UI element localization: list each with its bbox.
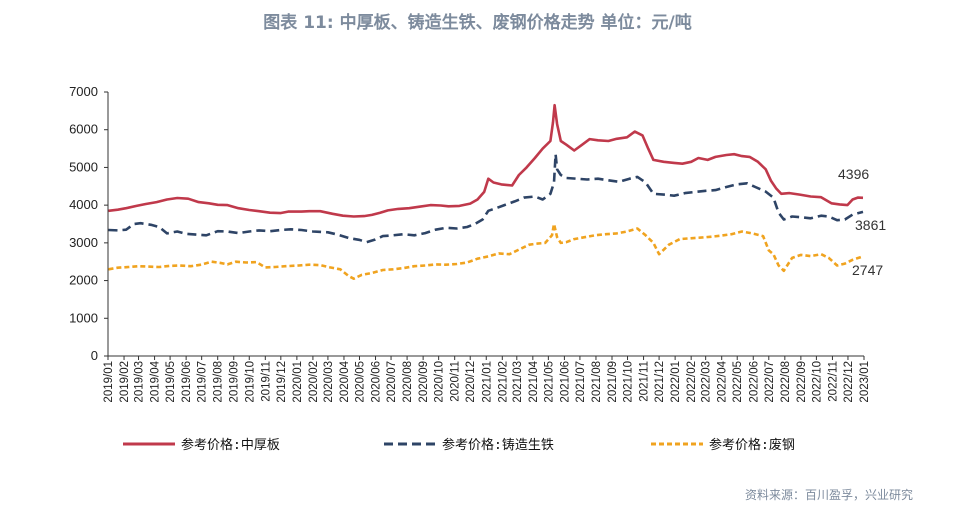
x-tick-label: 2019/11	[260, 361, 272, 402]
y-tick-label: 1000	[69, 310, 98, 325]
axes-group: 0 1000 2000 3000 4000 5000 6000 7000 2019/01 2019…	[69, 84, 871, 403]
x-tick-label: 2021/08	[591, 361, 603, 403]
x-tick-label: 2020/06	[371, 361, 383, 403]
x-tick-label: 2022/07	[764, 361, 776, 403]
x-tick-label: 2019/08	[213, 361, 225, 403]
x-tick-label: 2022/02	[686, 361, 698, 403]
legend: 参考价格:中厚板 参考价格:铸造生铁 参考价格:废钢	[123, 437, 795, 453]
x-tick-label: 2020/10	[434, 361, 446, 403]
x-tick-label: 2022/06	[748, 361, 760, 403]
x-tick-label: 2020/03	[323, 361, 335, 403]
x-tick-label: 2023/01	[859, 361, 871, 403]
x-tick-label: 2019/07	[197, 361, 209, 403]
x-tick-label: 2022/10	[811, 361, 823, 403]
x-tick-label: 2019/04	[150, 360, 162, 402]
x-tick-label: 2019/05	[165, 361, 177, 403]
x-tick-label: 2021/09	[607, 361, 619, 403]
x-tick-label: 2020/08	[402, 361, 414, 403]
x-tick-label: 2020/07	[386, 361, 398, 403]
y-tick-label: 5000	[69, 159, 98, 174]
x-tick-label: 2021/07	[575, 361, 587, 403]
x-tick-label: 2021/06	[559, 361, 571, 403]
x-tick-label: 2020/01	[292, 361, 304, 403]
y-tick-label: 2000	[69, 273, 98, 288]
x-tick-label: 2019/10	[244, 361, 256, 403]
x-tick-label: 2022/09	[796, 361, 808, 403]
chart-title: 图表 11: 中厚板、铸造生铁、废钢价格走势 单位：元/吨	[263, 13, 692, 33]
x-tick-label: 2022/08	[780, 361, 792, 403]
x-tick-label: 2019/06	[181, 361, 193, 403]
x-tick-label: 2020/12	[465, 361, 477, 403]
end-value-label: 2747	[852, 262, 883, 278]
x-tick-label: 2021/01	[481, 361, 493, 403]
x-tick-label: 2022/11	[827, 361, 839, 402]
x-tick-label: 2022/01	[670, 361, 682, 403]
x-tick-label: 2021/12	[654, 361, 666, 403]
x-tick-label: 2019/03	[134, 361, 146, 403]
x-tick-label: 2019/01	[103, 361, 115, 403]
x-tick-label: 2021/02	[497, 361, 509, 403]
y-tick-label: 6000	[69, 122, 98, 137]
y-tick-label: 3000	[69, 235, 98, 250]
x-tick-label: 2021/11	[639, 361, 651, 402]
x-tick-label: 2020/11	[450, 361, 462, 402]
x-tick-label: 2020/02	[308, 361, 320, 403]
series-group: 4396 3861 2747	[108, 103, 886, 280]
x-tick-label: 2022/04	[717, 360, 729, 402]
x-tick-label: 2022/05	[732, 361, 744, 403]
x-tick-label: 2022/03	[701, 361, 713, 403]
x-tick-label: 2022/12	[843, 361, 855, 403]
x-tick-label: 2020/05	[354, 361, 366, 403]
x-tick-label: 2021/04	[528, 360, 540, 402]
x-tick-label: 2021/03	[512, 361, 524, 403]
end-value-label: 4396	[838, 166, 869, 182]
y-tick-label: 4000	[69, 197, 98, 212]
y-tick-label: 7000	[69, 84, 98, 99]
legend-label: 参考价格:废钢	[709, 437, 795, 453]
legend-label: 参考价格:中厚板	[181, 437, 280, 453]
x-tick-label: 2020/09	[418, 361, 430, 403]
series-line-plate	[108, 103, 864, 218]
x-tick-label: 2021/10	[623, 361, 635, 403]
x-tick-label: 2019/09	[229, 361, 241, 403]
legend-label: 参考价格:铸造生铁	[442, 437, 554, 453]
x-tick-label: 2020/04	[339, 360, 351, 402]
x-tick-label: 2019/12	[276, 361, 288, 403]
y-tick-label: 0	[91, 348, 98, 363]
end-value-label: 3861	[855, 217, 886, 233]
series-line-pig_iron	[108, 152, 864, 244]
source-note: 资料来源：百川盈孚，兴业研究	[744, 488, 913, 502]
x-tick-label: 2019/02	[119, 361, 131, 403]
series-line-scrap	[108, 222, 864, 280]
x-tick-label: 2021/05	[543, 361, 555, 403]
